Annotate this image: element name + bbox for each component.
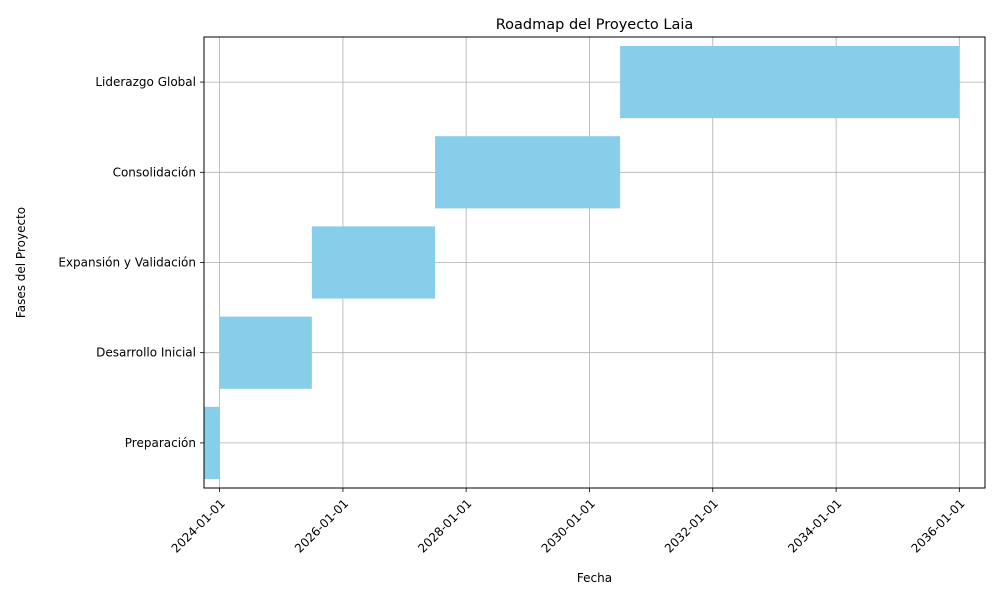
bars: [204, 46, 960, 479]
x-axis-title: Fecha: [577, 571, 612, 585]
y-tick-label: Preparación: [125, 436, 196, 450]
y-axis-title: Fases del Proyecto: [14, 207, 28, 318]
y-tick-label: Consolidación: [113, 165, 196, 179]
gantt-bar: [620, 46, 960, 119]
y-tick-label: Expansión y Validación: [58, 256, 196, 270]
chart-title: Roadmap del Proyecto Laia: [496, 17, 694, 33]
gantt-bar: [435, 136, 621, 209]
gantt-bar: [219, 316, 312, 389]
y-tick-label: Liderazgo Global: [95, 75, 196, 89]
gantt-bar: [204, 406, 220, 479]
y-axis-ticks: Preparación Desarrollo Inicial Expansión y…: [58, 75, 204, 450]
gantt-bar: [311, 226, 436, 299]
y-tick-label: Desarrollo Inicial: [96, 346, 196, 360]
